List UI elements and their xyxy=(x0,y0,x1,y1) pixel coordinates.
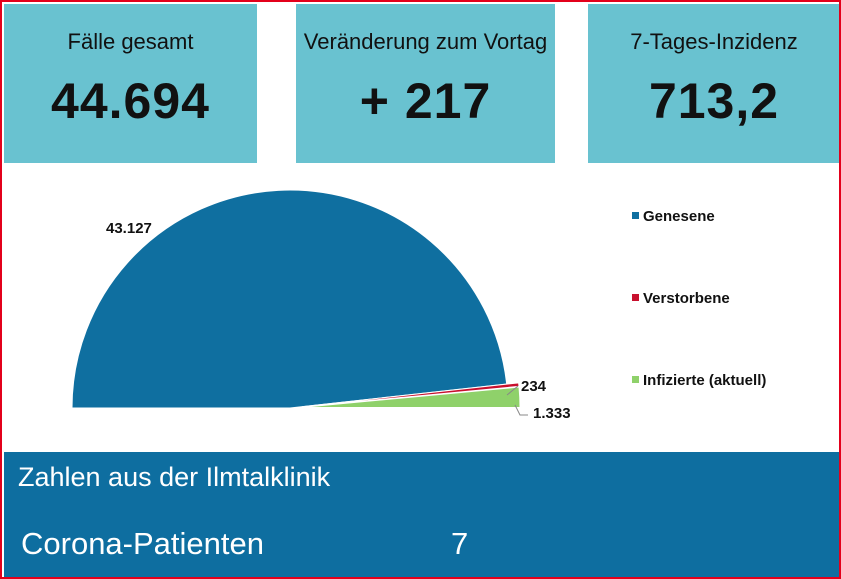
stat-value-daily-change: + 217 xyxy=(359,73,492,129)
slice-infizierte xyxy=(301,386,521,408)
data-label-verstorbene: 234 xyxy=(521,378,547,395)
stat-title-total-cases: Fälle gesamt xyxy=(67,29,194,54)
stat-value-incidence: 713,2 xyxy=(648,73,780,129)
leader-line-infizierte xyxy=(514,404,528,416)
legend-swatch-infizierte xyxy=(632,376,639,383)
corona-patients-label: Corona-Patienten xyxy=(21,526,264,561)
slice-verstorbene xyxy=(301,382,520,408)
stat-value-total-cases: 44.694 xyxy=(51,73,210,129)
stat-title-incidence: 7-Tages-Inzidenz xyxy=(630,29,798,54)
stat-box-incidence: 7-Tages-Inzidenz 713,2 xyxy=(588,4,839,163)
half-pie-chart: 43.127 234 1.333 Genesene Verstorbene Infizi… xyxy=(71,189,766,422)
clinic-banner-title: Zahlen aus der Ilmtalklinik xyxy=(18,462,331,492)
legend-label-verstorbene: Verstorbene xyxy=(643,290,730,307)
legend-swatch-verstorbene xyxy=(632,294,639,301)
leader-line-verstorbene xyxy=(506,385,519,396)
stat-title-daily-change: Veränderung zum Vortag xyxy=(303,29,548,54)
legend-label-genesene: Genesene xyxy=(643,208,715,225)
legend-swatch-genesene xyxy=(632,212,639,219)
data-label-infizierte: 1.333 xyxy=(533,405,571,422)
stat-box-daily-change: Veränderung zum Vortag + 217 xyxy=(296,4,555,163)
legend-label-infizierte: Infizierte (aktuell) xyxy=(643,372,766,389)
data-label-genesene: 43.127 xyxy=(106,220,152,237)
slice-genesene xyxy=(71,189,508,409)
stat-box-total-cases: Fälle gesamt 44.694 xyxy=(4,4,257,163)
clinic-banner: Zahlen aus der Ilmtalklinik Corona-Patie… xyxy=(4,452,839,577)
corona-patients-value: 7 xyxy=(451,526,469,561)
